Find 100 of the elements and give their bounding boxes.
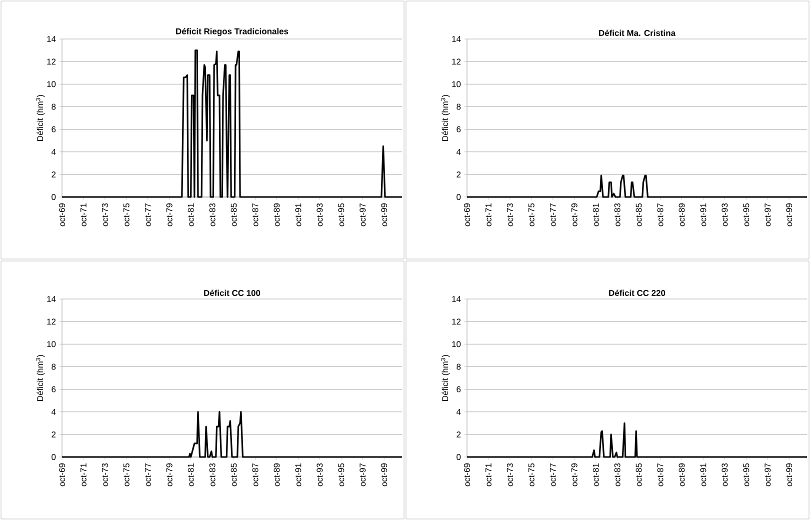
x-tick-label: oct-75 [528,203,534,226]
x-tick-label: oct-89 [274,203,280,226]
y-tick-label: 2 [52,431,56,438]
x-tick-label: oct-77 [144,463,151,486]
x-tick-label: oct-95 [743,203,750,226]
x-tick-label: oct-79 [166,203,172,226]
x-tick-label: oct-91 [700,463,706,486]
x-tick-label: oct-79 [571,203,578,226]
x-tick-label: oct-91 [295,203,302,226]
x-tick-label: oct-73 [506,463,513,486]
x-tick-label: oct-75 [123,203,130,226]
x-tick-label: oct-81 [188,463,194,486]
x-tick-label: oct-93 [316,203,323,226]
y-tick-label: 0 [456,194,461,200]
y-tick-label: 6 [456,126,461,132]
x-tick-label: oct-77 [144,203,151,226]
x-tick-label: oct-83 [209,203,216,226]
y-tick-label: 0 [52,194,56,200]
x-tick-label: oct-83 [614,203,620,226]
x-tick-label: oct-71 [486,203,492,226]
x-tick-label: oct-69 [59,203,66,226]
x-tick-label: oct-89 [678,203,685,226]
y-tick-label: 14 [452,36,461,42]
x-tick-label: oct-81 [592,203,599,226]
x-tick-label: oct-73 [102,203,108,226]
x-tick-label: oct-99 [786,463,792,486]
x-tick-label: oct-97 [764,203,771,226]
x-tick-label: oct-89 [678,463,685,486]
x-tick-label: oct-71 [80,203,86,226]
y-tick-label: 8 [456,104,461,110]
x-tick-label: oct-87 [657,203,664,226]
y-tick-label: 14 [47,296,56,302]
x-tick-label: oct-99 [381,203,388,226]
x-tick-label: oct-71 [80,463,86,486]
x-tick-label: oct-85 [636,203,642,226]
y-tick-label: 6 [52,386,56,392]
y-tick-label: 8 [52,364,56,370]
y-tick-label: 4 [51,408,56,415]
y-tick-label: 4 [51,148,56,155]
x-tick-label: oct-85 [230,203,237,226]
x-tick-label: oct-95 [338,203,344,226]
y-tick-label: 2 [52,171,56,178]
x-tick-label: oct-69 [59,463,66,486]
x-tick-label: oct-97 [764,463,771,486]
y-tick-label: 0 [456,454,461,460]
x-tick-label: oct-99 [786,203,792,226]
x-tick-label: oct-87 [252,463,258,486]
x-tick-label: oct-99 [381,463,388,486]
chart-title: Déficit CC 220 [609,290,666,296]
chart-title: Déficit Riegos Tradicionales [176,28,288,36]
y-tick-label: 10 [452,81,461,88]
chart-title: Déficit CC 100 [204,290,260,296]
x-tick-label: oct-93 [722,203,728,226]
y-tick-label: 12 [452,58,461,65]
x-tick-label: oct-81 [188,203,194,226]
x-tick-label: oct-83 [614,463,620,486]
x-tick-label: oct-69 [464,463,470,486]
y-axis-title: Déficit (hm$^{3}$) [36,354,45,401]
y-tick-label: 8 [52,104,56,110]
y-tick-label: 12 [47,58,56,65]
x-tick-label: oct-97 [360,203,366,226]
y-axis-title: Déficit (hm$^{3}$) [441,354,450,401]
x-tick-label: oct-79 [571,463,578,486]
chart-title: Déficit Ma. Cristina [599,30,676,36]
y-tick-label: 6 [52,126,56,132]
y-tick-label: 12 [47,318,56,325]
x-tick-label: oct-75 [528,463,534,486]
x-tick-label: oct-73 [102,463,108,486]
y-tick-label: 4 [456,408,461,415]
y-tick-label: 0 [52,454,56,460]
x-tick-label: oct-77 [550,203,556,226]
y-tick-label: 10 [452,341,461,348]
y-tick-label: 8 [456,364,461,370]
y-tick-label: 14 [452,296,461,302]
y-tick-label: 10 [47,341,56,348]
x-tick-label: oct-75 [123,463,130,486]
x-tick-label: oct-93 [722,463,728,486]
x-tick-label: oct-79 [166,463,172,486]
x-tick-label: oct-85 [636,463,642,486]
y-tick-label: 12 [452,318,461,325]
x-tick-label: oct-97 [360,463,366,486]
x-tick-label: oct-71 [486,463,492,486]
y-axis-title: Déficit (hm$^{3}$) [441,94,450,141]
y-tick-label: 2 [456,431,461,438]
x-tick-label: oct-81 [592,463,599,486]
x-tick-label: oct-93 [316,463,323,486]
y-tick-label: 10 [47,81,56,88]
x-tick-label: oct-91 [700,203,706,226]
x-tick-label: oct-91 [295,463,302,486]
x-tick-label: oct-95 [743,463,750,486]
x-tick-label: oct-77 [550,463,556,486]
y-tick-label: 6 [456,386,461,392]
y-axis-title: Déficit (hm$^{3}$) [36,94,45,141]
x-tick-label: oct-87 [252,203,258,226]
y-tick-label: 2 [456,171,461,178]
y-tick-label: 4 [456,148,461,155]
x-tick-label: oct-69 [464,203,470,226]
x-tick-label: oct-83 [209,463,216,486]
x-tick-label: oct-87 [657,463,664,486]
x-tick-label: oct-89 [274,463,280,486]
